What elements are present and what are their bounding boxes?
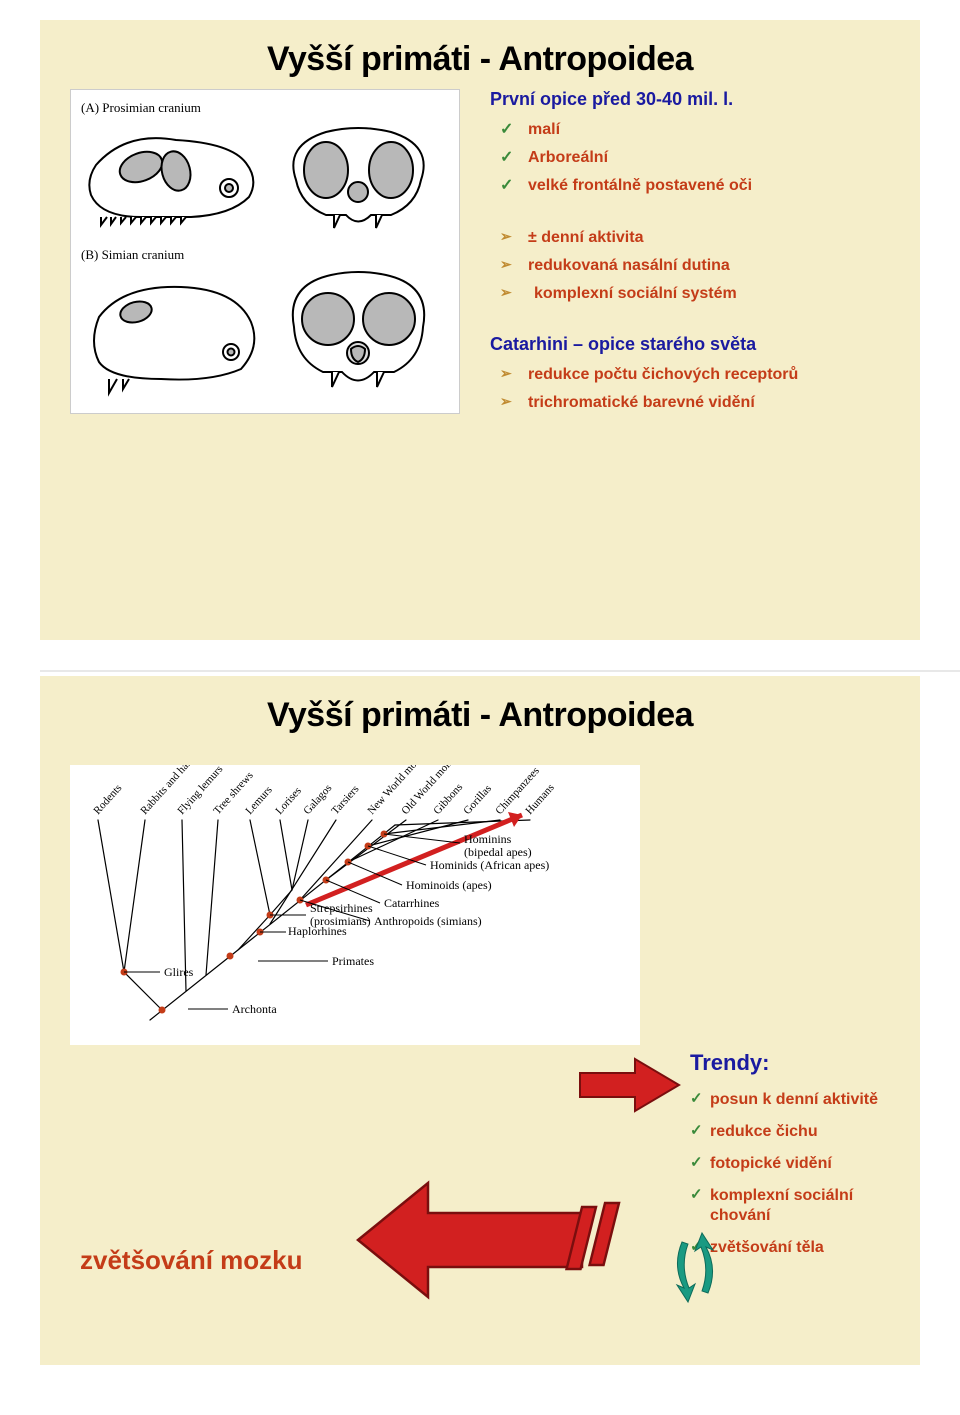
cycle-arrows-icon: [670, 1230, 720, 1305]
clade-hominins-b: (bipedal apes): [464, 845, 532, 859]
brain-enlargement-label: zvětšování mozku: [80, 1245, 303, 1276]
fig-b-label: (B) Simian cranium: [81, 247, 449, 263]
clade-catarrhines: Catarrhines: [384, 896, 440, 910]
heading-catarhini: Catarhini – opice starého světa: [490, 334, 890, 355]
trends-box: Trendy: posun k denní aktivitě redukce č…: [690, 1050, 910, 1270]
skull-figure: (A) Prosimian cranium: [70, 89, 460, 414]
clade-anthropoids: Anthropoids (simians): [374, 914, 482, 928]
clade-archonta: Archonta: [232, 1002, 277, 1016]
trait-small: malí: [500, 118, 890, 142]
clade-hominoids: Hominoids (apes): [406, 878, 492, 892]
fig-a-label: (A) Prosimian cranium: [81, 100, 449, 116]
skull-prosimian-frontal: [276, 120, 441, 235]
slide1-figure-col: (A) Prosimian cranium: [70, 89, 470, 425]
trait-arboreal: Arboreální: [500, 146, 890, 170]
list-traits-2: ± denní aktivita redukovaná nasální duti…: [490, 226, 890, 306]
slide1-title: Vyšší primáti - Antropoidea: [70, 40, 890, 79]
trend-vision: fotopické vidění: [690, 1154, 910, 1174]
trends-list: posun k denní aktivitě redukce čichu fot…: [690, 1090, 910, 1258]
trait-activity: ± denní aktivita: [500, 226, 890, 250]
trend-social: komplexní sociální chování: [690, 1186, 910, 1226]
list-traits-3: redukce počtu čichových receptorů trichr…: [490, 363, 890, 415]
slide1-text-col: První opice před 30-40 mil. l. malí Arbo…: [470, 89, 890, 425]
list-traits-1: malí Arboreální velké frontálně postaven…: [490, 118, 890, 198]
slide-2: Vyšší primáti - Antropoidea: [40, 676, 920, 1365]
trait-social: komplexní sociální systém: [500, 282, 890, 306]
trends-heading: Trendy:: [690, 1050, 910, 1076]
page-divider: [40, 670, 960, 672]
slide-1: Vyšší primáti - Antropoidea (A) Prosimia…: [40, 20, 920, 640]
clade-streps-a: Strepsirhines: [310, 901, 373, 915]
trait-trichrom: trichromatické barevné vidění: [500, 391, 890, 415]
arrow-right-icon: [575, 1055, 685, 1115]
clade-glires: Glires: [164, 965, 194, 979]
clade-primates: Primates: [332, 954, 374, 968]
trait-olfactory: redukce počtu čichových receptorů: [500, 363, 890, 387]
skull-simian-frontal: [276, 267, 441, 397]
heading-first-apes: První opice před 30-40 mil. l.: [490, 89, 890, 110]
trend-bodysize: zvětšování těla: [690, 1238, 910, 1258]
phylogeny-figure: Rodents Rabbits and hares Flying lemurs …: [70, 765, 640, 1045]
clade-hominins-a: Hominins: [464, 832, 512, 846]
trend-smell: redukce čichu: [690, 1122, 910, 1142]
clade-hominids: Hominids (African apes): [430, 858, 549, 872]
fig-a-row: [81, 120, 449, 235]
trait-eyes: velké frontálně postavené oči: [500, 174, 890, 198]
trend-diurnal: posun k denní aktivitě: [690, 1090, 910, 1110]
fig-b-row: [81, 267, 449, 397]
page: Vyšší primáti - Antropoidea (A) Prosimia…: [0, 0, 960, 1415]
slide2-lower: Trendy: posun k denní aktivitě redukce č…: [70, 1055, 890, 1335]
trait-nasal: redukovaná nasální dutina: [500, 254, 890, 278]
clade-streps-b: (prosimians): [310, 914, 371, 928]
skull-simian-lateral: [81, 277, 266, 397]
slide2-title: Vyšší primáti - Antropoidea: [70, 696, 890, 735]
slide1-body: (A) Prosimian cranium: [70, 89, 890, 425]
arrow-left-icon: [350, 1175, 640, 1305]
skull-prosimian-lateral: [81, 125, 266, 235]
